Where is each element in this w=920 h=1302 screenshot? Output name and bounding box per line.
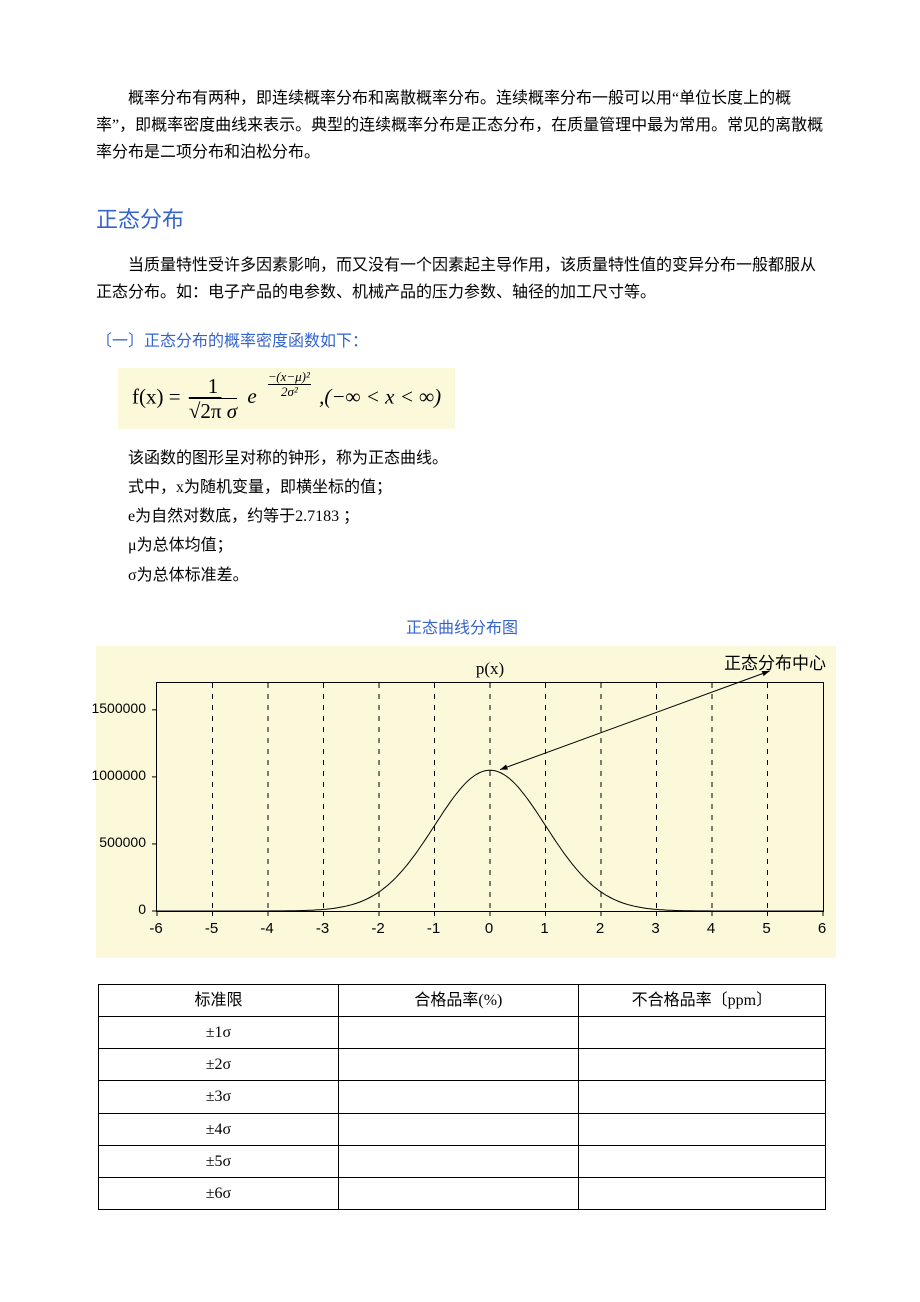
x-tick-label: -2 — [371, 916, 384, 942]
plot-svg — [157, 683, 823, 911]
range: ,(−∞ < x < ∞) — [319, 384, 441, 408]
cell-pass — [338, 1145, 578, 1177]
y-axis-label: p(x) — [476, 655, 504, 684]
x-tick-label: -4 — [260, 916, 273, 942]
table-row: ±2σ — [99, 1049, 826, 1081]
arrow-label: 正态分布中心 — [724, 650, 826, 679]
cell-limit: ±3σ — [99, 1081, 339, 1113]
desc-line-0: 该函数的图形呈对称的钟形，称为正态曲线。 — [96, 445, 828, 472]
cell-reject — [578, 1049, 825, 1081]
frac1-bot: √2π σ — [189, 398, 237, 423]
cell-pass — [338, 1081, 578, 1113]
desc-line-1: 式中，x为随机变量，即横坐标的值； — [96, 474, 828, 501]
cell-limit: ±4σ — [99, 1113, 339, 1145]
figure-title: 正态曲线分布图 — [96, 615, 828, 642]
frac1-top: 1 — [189, 374, 237, 398]
cell-limit: ±5σ — [99, 1145, 339, 1177]
y-tick-label: 1000000 — [91, 764, 146, 788]
x-tick-label: 6 — [818, 916, 826, 942]
page: 概率分布有两种，即连续概率分布和离散概率分布。连续概率分布一般可以用“单位长度上… — [0, 0, 920, 1302]
normal-curve-chart: 正态分布中心 150000010000005000000 p(x) -6-5-4… — [96, 646, 836, 958]
fx-label: f(x) = — [132, 384, 181, 408]
x-tick-label: 4 — [707, 916, 715, 942]
pdf-subtitle: 〔一〕正态分布的概率密度函数如下： — [96, 328, 828, 355]
y-tick-label: 500000 — [99, 831, 146, 855]
cell-reject — [578, 1081, 825, 1113]
table-row: ±4σ — [99, 1113, 826, 1145]
y-tick-label: 0 — [138, 898, 146, 922]
cell-pass — [338, 1017, 578, 1049]
plot-area: p(x) — [156, 682, 824, 912]
y-axis-ticks: 150000010000005000000 — [96, 682, 152, 910]
exp-top: −(x−μ)² — [268, 370, 311, 385]
section-title-normal-dist: 正态分布 — [96, 201, 828, 238]
x-tick-label: 0 — [485, 916, 493, 942]
cell-pass — [338, 1178, 578, 1210]
pdf-formula: f(x) = 1 √2π σ e −(x−μ)² 2σ² ,(−∞ < x < … — [118, 368, 455, 429]
cell-limit: ±6σ — [99, 1178, 339, 1210]
x-tick-label: 3 — [651, 916, 659, 942]
x-tick-label: 1 — [540, 916, 548, 942]
cell-reject — [578, 1145, 825, 1177]
cell-limit: ±1σ — [99, 1017, 339, 1049]
x-tick-label: 2 — [596, 916, 604, 942]
formula-description: 该函数的图形呈对称的钟形，称为正态曲线。 式中，x为随机变量，即横坐标的值； e… — [96, 445, 828, 589]
y-tick-label: 1500000 — [91, 697, 146, 721]
fraction-1: 1 √2π σ — [186, 374, 240, 423]
x-tick-label: -3 — [316, 916, 329, 942]
cell-reject — [578, 1113, 825, 1145]
desc-line-4: σ为总体标准差。 — [96, 562, 828, 589]
cell-limit: ±2σ — [99, 1049, 339, 1081]
e-symbol: e — [245, 384, 258, 408]
x-tick-label: -6 — [149, 916, 162, 942]
section1-paragraph: 当质量特性受许多因素影响，而又没有一个因素起主导作用，该质量特性值的变异分布一般… — [96, 252, 828, 306]
desc-line-3: μ为总体均值； — [96, 532, 828, 559]
x-tick-label: -5 — [205, 916, 218, 942]
desc-line-2: e为自然对数底，约等于2.7183 ； — [96, 503, 828, 530]
table-row: ±6σ — [99, 1178, 826, 1210]
cell-pass — [338, 1049, 578, 1081]
table-header-row: 标准限 合格品率(%) 不合格品率〔ppm〕 — [99, 984, 826, 1016]
cell-reject — [578, 1017, 825, 1049]
cell-pass — [338, 1113, 578, 1145]
table-row: ±3σ — [99, 1081, 826, 1113]
exponent: −(x−μ)² 2σ² — [265, 370, 314, 401]
x-tick-label: 5 — [762, 916, 770, 942]
x-tick-label: -1 — [427, 916, 440, 942]
sigma-table: 标准限 合格品率(%) 不合格品率〔ppm〕 ±1σ±2σ±3σ±4σ±5σ±6… — [98, 984, 826, 1210]
x-axis-ticks: -6-5-4-3-2-10123456 — [156, 916, 822, 936]
col-header-limit: 标准限 — [99, 984, 339, 1016]
col-header-pass: 合格品率(%) — [338, 984, 578, 1016]
cell-reject — [578, 1178, 825, 1210]
arrow-line — [500, 671, 770, 770]
table-row: ±5σ — [99, 1145, 826, 1177]
table-row: ±1σ — [99, 1017, 826, 1049]
intro-paragraph: 概率分布有两种，即连续概率分布和离散概率分布。连续概率分布一般可以用“单位长度上… — [96, 85, 828, 167]
col-header-reject: 不合格品率〔ppm〕 — [578, 984, 825, 1016]
exp-bot: 2σ² — [268, 384, 311, 400]
